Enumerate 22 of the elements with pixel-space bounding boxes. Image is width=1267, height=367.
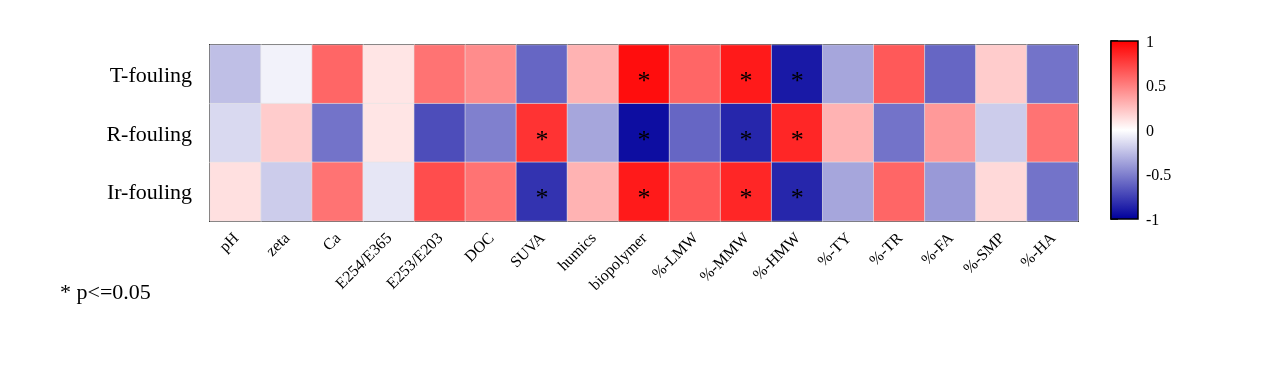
data-label: * bbox=[739, 183, 753, 213]
text: * p<=0.05 bbox=[60, 278, 151, 304]
y-tick-label: Ir-fouling bbox=[106, 179, 192, 205]
data-label: * bbox=[739, 65, 753, 95]
data-label: * bbox=[535, 124, 549, 154]
x-tick-label: zeta bbox=[262, 228, 293, 260]
y-tick-label: R-fouling bbox=[106, 120, 192, 146]
data-label: * bbox=[790, 183, 804, 213]
data-label: * bbox=[637, 124, 651, 154]
data-label: * bbox=[637, 65, 651, 95]
data-label: * bbox=[790, 65, 804, 95]
data-label: * bbox=[535, 183, 549, 213]
x-tick-label: pH bbox=[215, 228, 243, 256]
color-bar-label: 0 bbox=[1146, 121, 1154, 139]
color-bar-label: -1 bbox=[1146, 210, 1160, 228]
data-label: * bbox=[739, 124, 753, 154]
color-bar-label: -0.5 bbox=[1146, 166, 1172, 183]
color-bar-label: 0.5 bbox=[1146, 77, 1166, 94]
data-label: * bbox=[790, 124, 804, 154]
color-bar-label: 1 bbox=[1146, 32, 1154, 50]
data-label: * bbox=[637, 183, 651, 213]
y-tick-label: T-fouling bbox=[109, 61, 192, 87]
